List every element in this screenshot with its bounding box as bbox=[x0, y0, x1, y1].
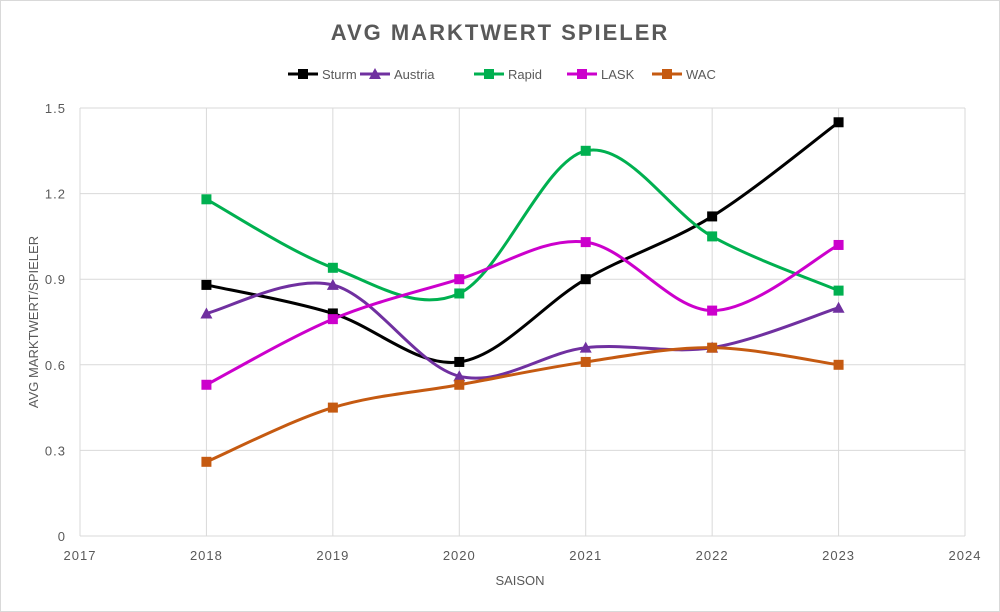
y-tick-label: 1.5 bbox=[45, 101, 66, 116]
triangle-marker bbox=[200, 307, 213, 319]
triangle-marker bbox=[326, 278, 339, 290]
square-marker bbox=[298, 69, 308, 79]
square-marker bbox=[484, 69, 494, 79]
x-tick-label: 2023 bbox=[822, 548, 855, 563]
square-marker bbox=[833, 239, 844, 250]
legend-item-sturm: Sturm bbox=[288, 67, 357, 82]
legend-item-wac: WAC bbox=[652, 67, 716, 82]
legend-label: Rapid bbox=[508, 67, 542, 82]
x-tick-label: 2021 bbox=[569, 548, 602, 563]
series-austria bbox=[200, 278, 845, 382]
square-marker bbox=[833, 285, 844, 296]
series-line bbox=[205, 148, 840, 302]
legend: Sturm Austria Rapid LASK WAC bbox=[288, 67, 716, 82]
legend-item-austria: Austria bbox=[360, 67, 435, 82]
square-marker bbox=[327, 314, 338, 325]
series-lask bbox=[201, 237, 844, 390]
y-tick-label: 1.2 bbox=[45, 187, 66, 202]
series-line bbox=[206, 121, 840, 364]
square-marker bbox=[707, 305, 718, 316]
x-tick-label: 2019 bbox=[316, 548, 349, 563]
y-tick-label: 0.9 bbox=[45, 272, 66, 287]
square-marker bbox=[833, 359, 844, 370]
square-marker bbox=[580, 237, 591, 248]
square-marker bbox=[454, 274, 465, 285]
legend-label: LASK bbox=[601, 67, 635, 82]
square-marker bbox=[454, 356, 465, 367]
square-marker bbox=[707, 231, 718, 242]
square-marker bbox=[327, 308, 338, 319]
tick-labels: 0 0.3 0.6 0.9 1.2 1.5 2017 2018 2019 2020 2021 2022… bbox=[45, 101, 982, 563]
legend-label: Austria bbox=[394, 67, 435, 82]
square-marker bbox=[577, 69, 587, 79]
square-marker bbox=[327, 262, 338, 273]
x-tick-label: 2017 bbox=[64, 548, 97, 563]
square-marker bbox=[454, 379, 465, 390]
triangle-marker bbox=[453, 370, 466, 382]
series-rapid bbox=[201, 145, 844, 302]
series-line bbox=[205, 239, 840, 387]
x-tick-label: 2024 bbox=[949, 548, 982, 563]
triangle-marker bbox=[579, 341, 592, 353]
chart-title: AVG MARKTWERT SPIELER bbox=[331, 20, 670, 45]
square-marker bbox=[201, 194, 212, 205]
triangle-marker bbox=[832, 301, 845, 313]
triangle-marker bbox=[369, 68, 381, 79]
y-tick-label: 0.6 bbox=[45, 358, 66, 373]
y-tick-label: 0.3 bbox=[45, 443, 66, 458]
series-lines bbox=[200, 117, 845, 467]
square-marker bbox=[327, 402, 338, 413]
square-marker bbox=[201, 379, 212, 390]
series-sturm bbox=[201, 117, 844, 367]
square-marker bbox=[201, 456, 212, 467]
square-marker bbox=[454, 288, 465, 299]
square-marker bbox=[707, 342, 718, 353]
y-tick-label: 0 bbox=[58, 529, 66, 544]
x-tick-label: 2020 bbox=[443, 548, 476, 563]
square-marker bbox=[580, 356, 591, 367]
square-marker bbox=[707, 211, 718, 222]
x-tick-label: 2022 bbox=[696, 548, 729, 563]
series-line bbox=[206, 281, 840, 380]
x-tick-label: 2018 bbox=[190, 548, 223, 563]
series-line bbox=[205, 346, 839, 464]
x-axis-label: SAISON bbox=[495, 573, 544, 588]
square-marker bbox=[201, 279, 212, 290]
legend-label: Sturm bbox=[322, 67, 357, 82]
square-marker bbox=[580, 274, 591, 285]
series-wac bbox=[201, 342, 844, 467]
gridlines bbox=[79, 107, 966, 537]
y-axis-label: AVG MARKTWERT/SPIELER bbox=[26, 236, 41, 408]
square-marker bbox=[580, 145, 591, 156]
legend-item-lask: LASK bbox=[567, 67, 635, 82]
legend-item-rapid: Rapid bbox=[474, 67, 542, 82]
square-marker bbox=[833, 117, 844, 128]
legend-label: WAC bbox=[686, 67, 716, 82]
square-marker bbox=[662, 69, 672, 79]
